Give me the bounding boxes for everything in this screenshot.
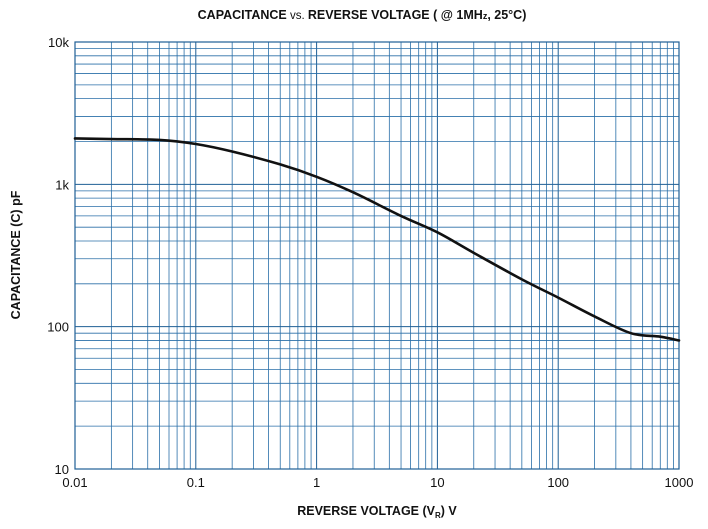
x-tick-label: 100 xyxy=(547,475,569,490)
y-tick-label: 1k xyxy=(55,177,69,192)
grid-lines xyxy=(74,42,679,470)
y-tick-labels: 10 100 1k 10k xyxy=(47,35,69,477)
x-tick-label: 0.1 xyxy=(187,475,205,490)
x-tick-label: 1000 xyxy=(665,475,694,490)
x-tick-label: 0.01 xyxy=(62,475,87,490)
y-tick-label: 10 xyxy=(55,462,69,477)
x-tick-labels: 0.01 0.1 1 10 100 1000 xyxy=(62,475,693,490)
capacitance-curve xyxy=(73,137,681,342)
chart-title: CAPACITANCE vs. REVERSE VOLTAGE ( @ 1MHz… xyxy=(198,8,527,22)
y-axis-label: CAPACITANCE (C) pF xyxy=(9,190,23,319)
y-tick-label: 100 xyxy=(47,320,69,335)
x-axis-label: REVERSE VOLTAGE (VR) V xyxy=(297,504,457,520)
x-tick-label: 1 xyxy=(313,475,320,490)
y-tick-label: 10k xyxy=(48,35,69,50)
plot-frame xyxy=(74,41,680,470)
curve-layer xyxy=(73,137,681,342)
x-tick-label: 10 xyxy=(430,475,444,490)
